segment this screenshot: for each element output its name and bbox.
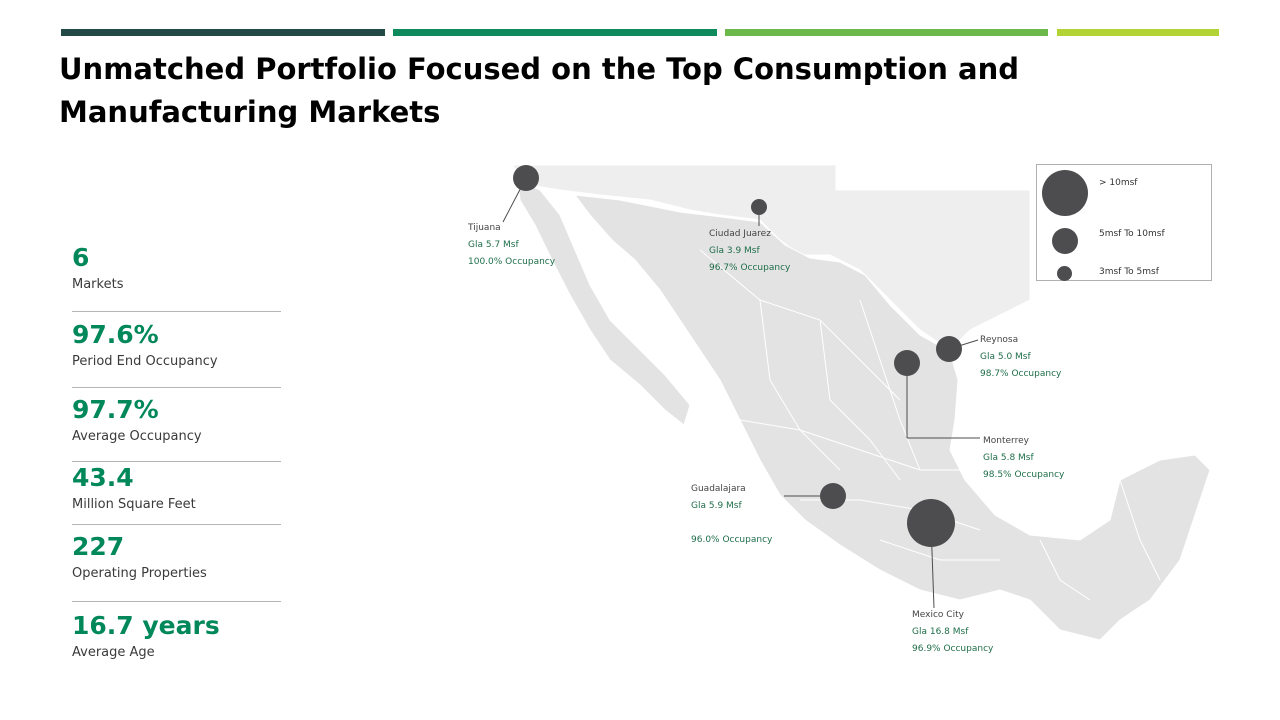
- small-circle-icon: [1057, 266, 1072, 281]
- market-occupancy: 96.9% Occupancy: [912, 644, 994, 654]
- mexico-mainland: [573, 194, 1211, 641]
- market-city: Mexico City: [912, 610, 964, 620]
- stat-label: Average Age: [72, 645, 155, 660]
- marker-mexico-city: [907, 499, 955, 547]
- stat-value: 97.6%: [72, 320, 159, 349]
- accent-bar-3: [725, 29, 1048, 36]
- stat-period-end-occupancy: 97.6% Period End Occupancy: [72, 320, 282, 371]
- market-occupancy: 96.0% Occupancy: [691, 535, 773, 545]
- marker-guadalajara: [820, 483, 846, 509]
- accent-bar-2: [393, 29, 717, 36]
- marker-tijuana: [513, 165, 539, 191]
- size-legend: > 10msf 5msf To 10msf 3msf To 5msf: [1036, 164, 1212, 281]
- marker-ciudad-juarez: [751, 199, 767, 215]
- callout-guadalajara: Guadalajara Gla 5.9 Msf 96.0% Occupancy: [691, 483, 772, 546]
- legend-label: 3msf To 5msf: [1099, 267, 1159, 277]
- market-occupancy: 98.5% Occupancy: [983, 470, 1065, 480]
- page-title: Unmatched Portfolio Focused on the Top C…: [59, 48, 1059, 134]
- market-city: Reynosa: [980, 335, 1019, 345]
- stat-label: Markets: [72, 277, 124, 292]
- stat-value: 6: [72, 243, 90, 272]
- market-city: Guadalajara: [691, 484, 746, 494]
- callout-mexico-city: Mexico City Gla 16.8 Msf 96.9% Occupancy: [912, 609, 993, 655]
- stat-divider: [72, 387, 281, 388]
- page-title-line-1: Unmatched Portfolio Focused on the Top C…: [59, 52, 1019, 86]
- stat-divider: [72, 524, 281, 525]
- stat-operating-properties: 227 Operating Properties: [72, 532, 282, 583]
- stat-average-age: 16.7 years Average Age: [72, 611, 282, 662]
- stat-label: Average Occupancy: [72, 429, 202, 444]
- stat-value: 97.7%: [72, 395, 159, 424]
- market-gla: Gla 16.8 Msf: [912, 627, 969, 637]
- stat-value: 227: [72, 532, 125, 561]
- market-occupancy: 98.7% Occupancy: [980, 369, 1062, 379]
- accent-bar-1: [61, 29, 385, 36]
- market-gla: Gla 5.9 Msf: [691, 501, 742, 511]
- market-occupancy: 100.0% Occupancy: [468, 257, 556, 267]
- legend-label: > 10msf: [1099, 178, 1138, 188]
- market-gla: Gla 3.9 Msf: [709, 246, 760, 256]
- baja-california: [517, 179, 691, 426]
- stat-average-occupancy: 97.7% Average Occupancy: [72, 395, 282, 446]
- callout-reynosa: Reynosa Gla 5.0 Msf 98.7% Occupancy: [980, 334, 1061, 380]
- market-gla: Gla 5.7 Msf: [468, 240, 519, 250]
- stat-label: Operating Properties: [72, 566, 207, 581]
- stat-value: 43.4: [72, 463, 134, 492]
- medium-circle-icon: [1052, 228, 1078, 254]
- market-gla: Gla 5.8 Msf: [983, 453, 1034, 463]
- large-circle-icon: [1042, 170, 1088, 216]
- marker-monterrey: [894, 350, 920, 376]
- market-city: Ciudad Juarez: [709, 229, 771, 239]
- page-title-line-2: Manufacturing Markets: [59, 95, 441, 129]
- stat-divider: [72, 461, 281, 462]
- callout-tijuana: Tijuana Gla 5.7 Msf 100.0% Occupancy: [468, 222, 555, 268]
- callout-ciudad-juarez: Ciudad Juarez Gla 3.9 Msf 96.7% Occupanc…: [709, 228, 790, 274]
- legend-label: 5msf To 10msf: [1099, 229, 1165, 239]
- stat-divider: [72, 311, 281, 312]
- stat-divider: [72, 601, 281, 602]
- accent-bar-4: [1057, 29, 1219, 36]
- stat-million-square-feet: 43.4 Million Square Feet: [72, 463, 282, 514]
- top-accent-bars: [61, 29, 1219, 37]
- stat-label: Period End Occupancy: [72, 354, 218, 369]
- stat-markets: 6 Markets: [72, 243, 282, 294]
- callout-monterrey: Monterrey Gla 5.8 Msf 98.5% Occupancy: [983, 435, 1064, 481]
- stat-label: Million Square Feet: [72, 497, 196, 512]
- market-gla: Gla 5.0 Msf: [980, 352, 1031, 362]
- market-occupancy: 96.7% Occupancy: [709, 263, 791, 273]
- market-city: Monterrey: [983, 436, 1029, 446]
- usa-region: [510, 164, 1031, 351]
- stat-value: 16.7 years: [72, 611, 220, 640]
- market-city: Tijuana: [468, 223, 501, 233]
- marker-reynosa: [936, 336, 962, 362]
